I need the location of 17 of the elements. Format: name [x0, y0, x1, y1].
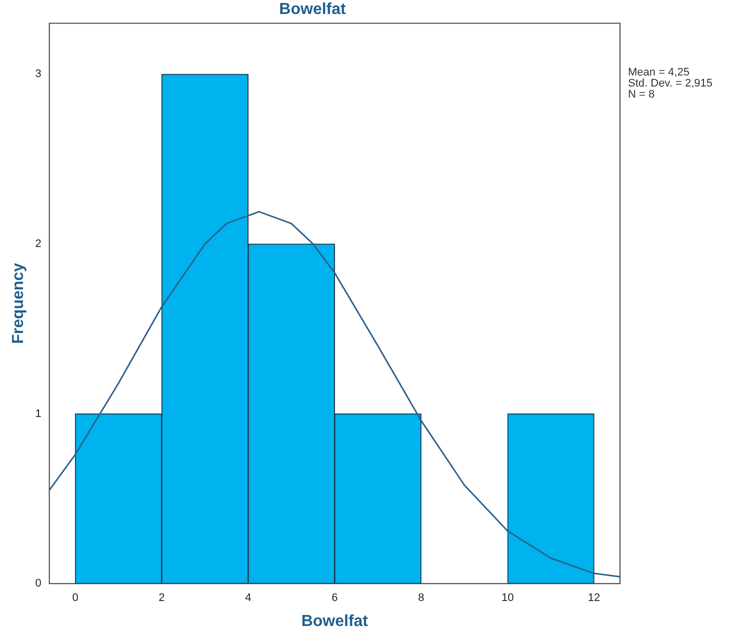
x-tick-label: 8: [418, 592, 424, 604]
x-tick-label: 6: [332, 592, 338, 604]
text: Std. Dev. = 2,915: [628, 78, 712, 90]
y-tick-label: 2: [35, 238, 42, 250]
x-tick-label: 12: [588, 592, 600, 604]
y-tick-label: 1: [35, 408, 42, 420]
chart-title: Bowelfat: [279, 1, 347, 18]
y-axis-title: Frequency: [10, 262, 28, 344]
x-tick-label: 10: [501, 592, 514, 604]
y-tick-label: 0: [35, 578, 42, 590]
text: N = 8: [628, 88, 655, 101]
x-tick-label: 2: [158, 592, 165, 604]
y-tick-label: 3: [35, 68, 42, 80]
text: Mean = 4,25: [628, 66, 690, 79]
x-axis-title: Bowelfat: [301, 612, 369, 630]
x-tick-label: 0: [72, 592, 78, 604]
x-tick-label: 4: [245, 592, 252, 604]
